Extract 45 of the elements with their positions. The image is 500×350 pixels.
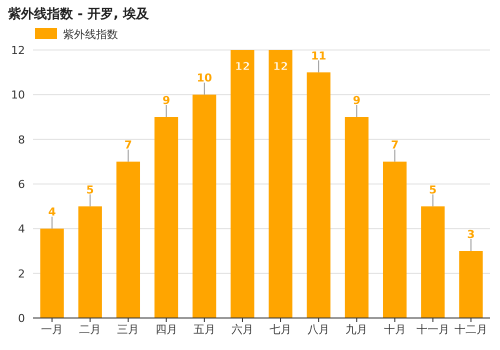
bar bbox=[154, 117, 178, 318]
bar bbox=[230, 50, 254, 318]
bar bbox=[40, 228, 64, 318]
data-label: 10 bbox=[196, 72, 212, 85]
x-tick-label: 四月 bbox=[155, 323, 178, 336]
data-label: 5 bbox=[86, 183, 94, 196]
y-tick-label: 8 bbox=[18, 133, 25, 146]
x-tick-label: 一月 bbox=[41, 323, 64, 336]
data-label: 12 bbox=[272, 60, 288, 73]
x-tick-label: 八月 bbox=[308, 323, 330, 336]
data-label: 7 bbox=[124, 138, 132, 152]
data-label: 5 bbox=[429, 183, 437, 196]
bar bbox=[306, 72, 330, 318]
data-label: 3 bbox=[467, 228, 475, 241]
legend-label: 紫外线指数 bbox=[63, 28, 118, 41]
y-tick-label: 10 bbox=[11, 88, 25, 102]
data-label: 11 bbox=[310, 49, 326, 62]
y-tick-label: 4 bbox=[18, 222, 25, 236]
bar bbox=[78, 206, 102, 318]
x-tick-label: 十二月 bbox=[454, 323, 488, 336]
y-tick-label: 6 bbox=[18, 178, 25, 191]
bar bbox=[344, 117, 369, 318]
x-tick-label: 五月 bbox=[193, 323, 216, 336]
y-tick-label: 2 bbox=[18, 267, 25, 280]
x-tick-label: 二月 bbox=[79, 323, 102, 336]
data-label: 12 bbox=[234, 60, 250, 73]
data-label: 9 bbox=[352, 94, 361, 107]
chart-title: 紫外线指数 - 开罗, 埃及 bbox=[7, 6, 150, 22]
y-tick-label: 12 bbox=[11, 44, 25, 57]
x-tick-label: 十一月 bbox=[416, 323, 450, 336]
y-tick-label: 0 bbox=[18, 312, 25, 325]
bar bbox=[421, 206, 445, 318]
x-tick-label: 三月 bbox=[117, 323, 140, 336]
x-tick-label: 七月 bbox=[270, 323, 292, 336]
bar bbox=[382, 162, 407, 318]
x-tick-label: 十月 bbox=[384, 323, 406, 336]
bar bbox=[459, 251, 483, 318]
data-label: 7 bbox=[390, 138, 399, 152]
data-label: 9 bbox=[162, 94, 170, 107]
x-tick-label: 六月 bbox=[231, 323, 254, 336]
bar bbox=[116, 162, 140, 318]
bar bbox=[192, 94, 216, 318]
bar bbox=[268, 50, 292, 318]
data-label: 4 bbox=[48, 206, 56, 219]
x-tick-label: 九月 bbox=[346, 323, 368, 336]
